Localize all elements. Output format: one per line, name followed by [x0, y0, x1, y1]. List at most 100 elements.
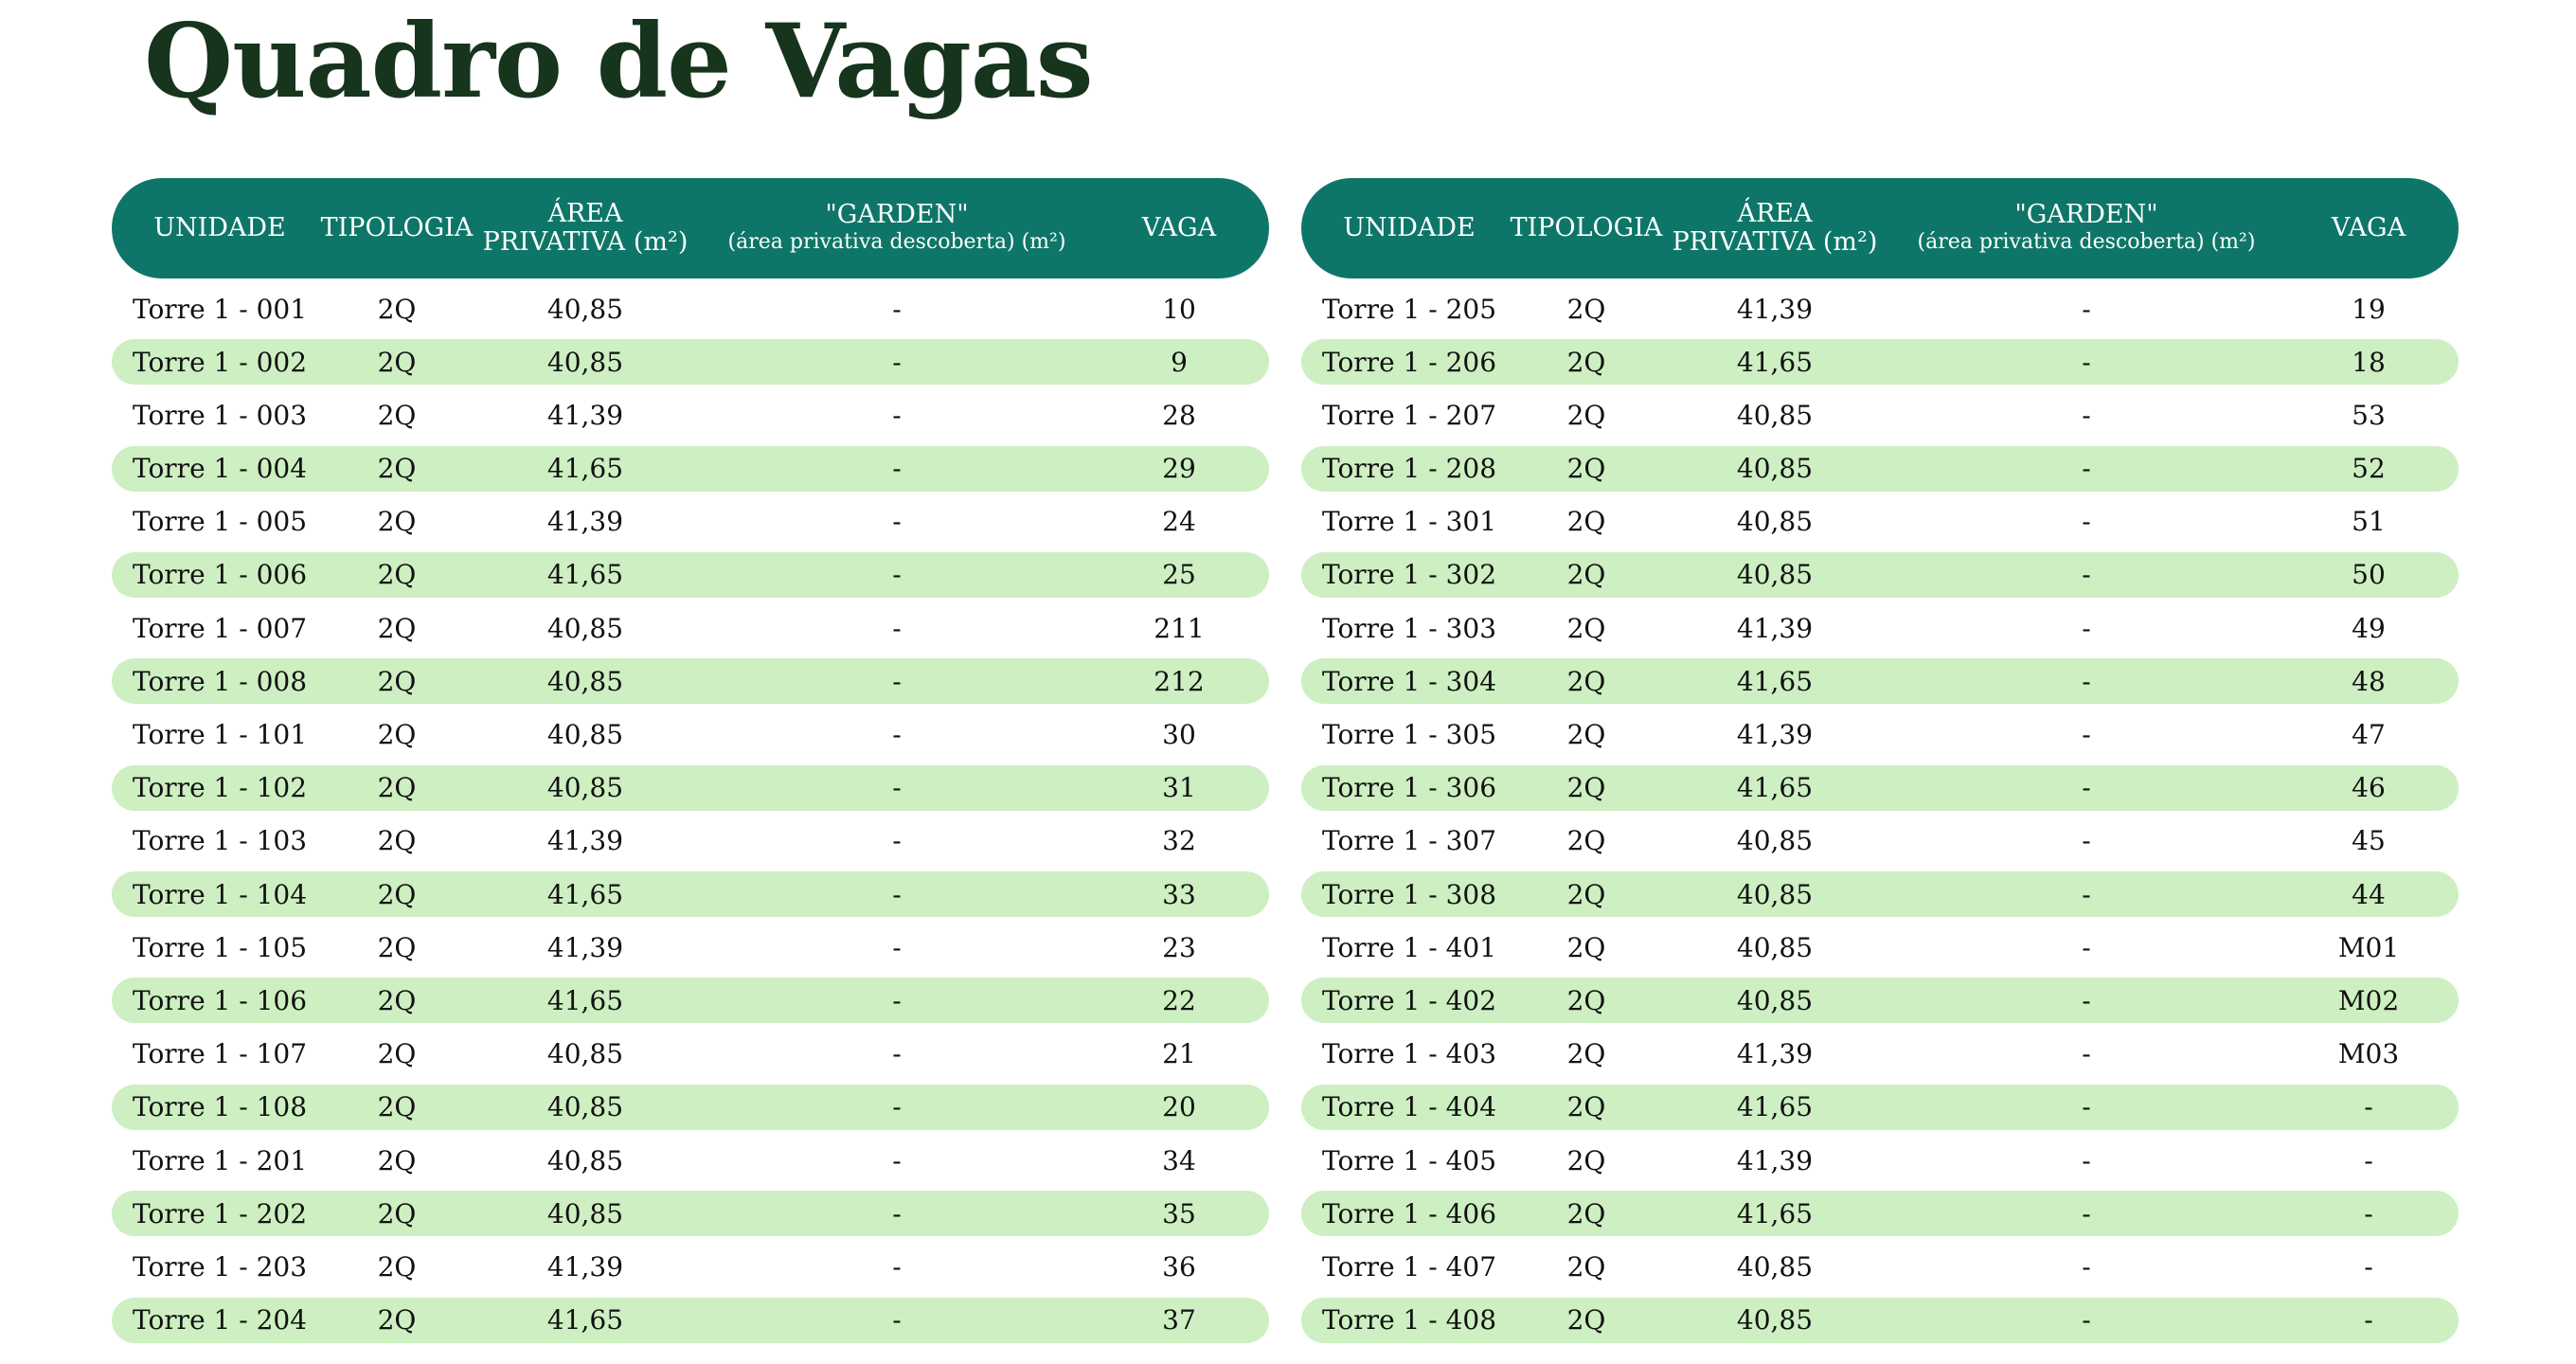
cell-garden: - [2082, 1144, 2091, 1176]
table-row: Torre 1 - 006 2Q 41,65 - 25 [112, 551, 1269, 598]
cell-tipologia: 2Q [1566, 1091, 1606, 1123]
cell-vaga: 48 [2352, 665, 2386, 697]
cell-unidade: Torre 1 - 203 [132, 1250, 308, 1283]
table-row: Torre 1 - 405 2Q 41,39 - - [1301, 1138, 2459, 1183]
cell-tipologia: 2Q [1566, 453, 1606, 485]
cell-area: 41,39 [546, 825, 624, 857]
cell-tipologia: 2Q [1566, 399, 1606, 431]
cell-tipologia: 2Q [377, 1091, 417, 1123]
table-row: Torre 1 - 307 2Q 40,85 - 45 [1301, 818, 2459, 864]
table-row: Torre 1 - 003 2Q 41,39 - 28 [112, 392, 1269, 438]
cell-unidade: Torre 1 - 407 [1321, 1250, 1497, 1283]
table-row: Torre 1 - 001 2Q 40,85 - 10 [112, 286, 1269, 332]
cell-garden: - [2082, 1038, 2091, 1070]
cell-unidade: Torre 1 - 408 [1321, 1304, 1497, 1337]
cell-vaga: 36 [1162, 1250, 1196, 1283]
cell-garden: - [892, 1091, 902, 1123]
cell-tipologia: 2Q [1566, 1038, 1606, 1070]
table-header: UNIDADE TIPOLOGIA ÁREA PRIVATIVA (m²) "G… [112, 178, 1269, 278]
cell-unidade: Torre 1 - 001 [132, 293, 308, 325]
cell-vaga: M01 [2337, 931, 2400, 963]
cell-tipologia: 2Q [377, 931, 417, 963]
cell-tipologia: 2Q [377, 984, 417, 1016]
cell-tipologia: 2Q [377, 1144, 417, 1176]
cell-area: 41,65 [546, 559, 624, 591]
cell-unidade: Torre 1 - 107 [132, 1038, 308, 1070]
table-row: Torre 1 - 008 2Q 40,85 - 212 [112, 658, 1269, 705]
cell-unidade: Torre 1 - 005 [132, 506, 308, 538]
cell-tipologia: 2Q [1566, 719, 1606, 750]
cell-unidade: Torre 1 - 403 [1321, 1038, 1497, 1070]
cell-unidade: Torre 1 - 304 [1321, 665, 1497, 697]
cell-unidade: Torre 1 - 201 [132, 1144, 308, 1176]
cell-area: 41,65 [1736, 772, 1814, 804]
cell-vaga: - [2364, 1197, 2373, 1229]
cell-vaga: 49 [2352, 612, 2386, 644]
cell-vaga: 9 [1171, 346, 1188, 378]
cell-garden: - [2082, 559, 2091, 591]
cell-tipologia: 2Q [377, 1250, 417, 1283]
cell-unidade: Torre 1 - 401 [1321, 931, 1497, 963]
header-area-line2: PRIVATIVA (m²) [482, 227, 689, 257]
cell-area: 41,39 [1736, 1144, 1814, 1176]
cell-garden: - [892, 1197, 902, 1229]
cell-area: 40,85 [546, 293, 624, 325]
cell-vaga: 52 [2352, 453, 2386, 485]
table-row: Torre 1 - 201 2Q 40,85 - 34 [112, 1138, 1269, 1183]
cell-unidade: Torre 1 - 103 [132, 825, 308, 857]
cell-vaga: M02 [2337, 984, 2400, 1016]
cell-garden: - [892, 878, 902, 910]
cell-area: 41,65 [546, 1304, 624, 1337]
cell-area: 40,85 [1736, 453, 1814, 485]
cell-vaga: 19 [2352, 293, 2386, 325]
cell-vaga: 21 [1162, 1038, 1196, 1070]
cell-tipologia: 2Q [1566, 559, 1606, 591]
cell-tipologia: 2Q [377, 293, 417, 325]
cell-area: 41,65 [1736, 665, 1814, 697]
table-header: UNIDADE TIPOLOGIA ÁREA PRIVATIVA (m²) "G… [1301, 178, 2459, 278]
table-row: Torre 1 - 205 2Q 41,39 - 19 [1301, 286, 2459, 332]
header-unidade-label: UNIDADE [153, 213, 286, 242]
cell-tipologia: 2Q [1566, 878, 1606, 910]
cell-vaga: 29 [1162, 453, 1196, 485]
cell-tipologia: 2Q [1566, 506, 1606, 538]
cell-area: 40,85 [1736, 1304, 1814, 1337]
cell-garden: - [892, 984, 902, 1016]
cell-area: 41,65 [1736, 1091, 1814, 1123]
cell-garden: - [892, 399, 902, 431]
header-vaga: VAGA [1089, 178, 1269, 278]
header-area-line1: ÁREA [1737, 199, 1813, 228]
cell-tipologia: 2Q [1566, 984, 1606, 1016]
cell-garden: - [892, 1144, 902, 1176]
cell-unidade: Torre 1 - 101 [132, 719, 308, 750]
cell-unidade: Torre 1 - 204 [132, 1304, 308, 1337]
cell-garden: - [892, 1038, 902, 1070]
cell-garden: - [2082, 399, 2091, 431]
cell-unidade: Torre 1 - 302 [1321, 559, 1497, 591]
cell-unidade: Torre 1 - 002 [132, 346, 308, 378]
header-garden-line1: "GARDEN" [2014, 200, 2158, 229]
cell-garden: - [2082, 453, 2091, 485]
cell-area: 41,65 [546, 984, 624, 1016]
cell-unidade: Torre 1 - 301 [1321, 506, 1497, 538]
table-row: Torre 1 - 202 2Q 40,85 - 35 [112, 1191, 1269, 1237]
table-row: Torre 1 - 303 2Q 41,39 - 49 [1301, 605, 2459, 651]
cell-area: 40,85 [546, 346, 624, 378]
cell-tipologia: 2Q [1566, 1197, 1606, 1229]
parking-table-right: UNIDADE TIPOLOGIA ÁREA PRIVATIVA (m²) "G… [1301, 178, 2459, 1351]
cell-vaga: 32 [1162, 825, 1196, 857]
cell-unidade: Torre 1 - 106 [132, 984, 308, 1016]
cell-area: 40,85 [546, 612, 624, 644]
table-row: Torre 1 - 208 2Q 40,85 - 52 [1301, 445, 2459, 492]
cell-garden: - [2082, 931, 2091, 963]
table-row: Torre 1 - 106 2Q 41,65 - 22 [112, 978, 1269, 1024]
cell-tipologia: 2Q [377, 559, 417, 591]
cell-garden: - [892, 612, 902, 644]
table-row: Torre 1 - 304 2Q 41,65 - 48 [1301, 658, 2459, 705]
cell-unidade: Torre 1 - 008 [132, 665, 308, 697]
cell-garden: - [2082, 346, 2091, 378]
cell-vaga: 50 [2352, 559, 2386, 591]
cell-unidade: Torre 1 - 206 [1321, 346, 1497, 378]
header-tipologia: TIPOLOGIA [1511, 178, 1663, 278]
cell-vaga: M03 [2337, 1038, 2400, 1070]
